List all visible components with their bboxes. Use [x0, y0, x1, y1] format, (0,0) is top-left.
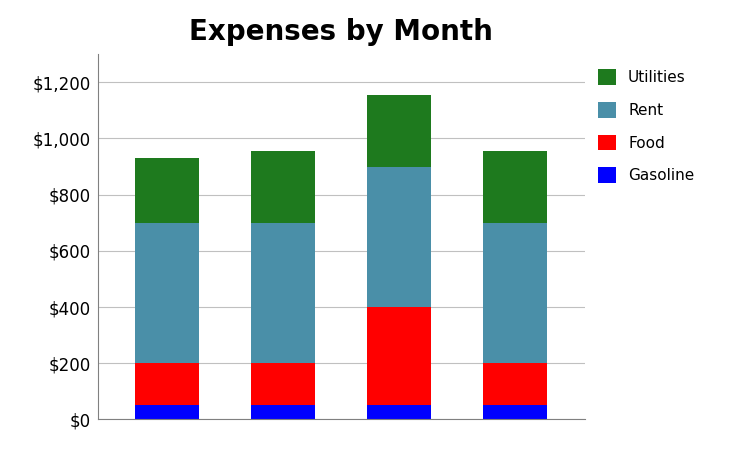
Bar	[484, 405, 548, 419]
Bar	[251, 223, 315, 363]
Bar	[251, 151, 315, 223]
Legend: Utilities, Rent, Food, Gasoline: Utilities, Rent, Food, Gasoline	[598, 69, 694, 184]
Bar	[251, 363, 315, 405]
Bar	[484, 151, 548, 223]
Bar	[368, 166, 431, 307]
Title: Expenses by Month: Expenses by Month	[189, 18, 494, 46]
Bar	[135, 158, 199, 223]
Bar	[251, 405, 315, 419]
Bar	[484, 223, 548, 363]
Bar	[368, 95, 431, 166]
Bar	[135, 363, 199, 405]
Bar	[368, 307, 431, 405]
Bar	[368, 405, 431, 419]
Bar	[135, 405, 199, 419]
Bar	[135, 223, 199, 363]
Bar	[484, 363, 548, 405]
